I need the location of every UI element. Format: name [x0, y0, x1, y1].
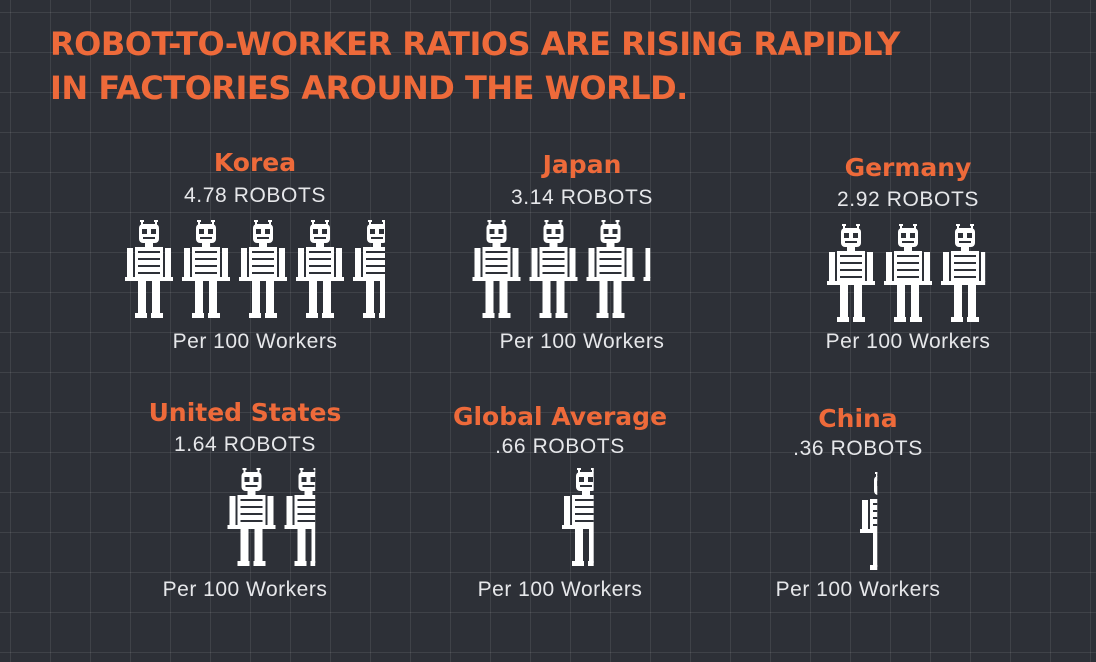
per-100-workers-caption: Per 100 Workers	[162, 578, 328, 601]
robot-icon	[125, 220, 173, 318]
robot-count-label: 1.64 ROBOTS	[174, 433, 316, 456]
robot-icon	[227, 468, 276, 566]
panel-korea: Korea 4.78 ROBOTS Per 100 Workers	[125, 145, 385, 365]
country-label: Global Average	[452, 402, 668, 431]
robot-count-label: .36 ROBOTS	[793, 437, 923, 460]
panel-united-states: United States 1.64 ROBOTS Per 100 Worker…	[115, 395, 375, 615]
country-label: China	[818, 404, 898, 433]
robot-icon	[884, 224, 932, 322]
robot-count-label: 3.14 ROBOTS	[511, 186, 653, 209]
robot-pictogram	[827, 224, 986, 322]
robot-icon	[586, 220, 635, 318]
per-100-workers-caption: Per 100 Workers	[825, 330, 991, 353]
robot-count-label: .66 ROBOTS	[495, 435, 625, 458]
title-line-2: IN FACTORIES AROUND THE WORLD.	[50, 69, 688, 107]
robot-icon	[284, 468, 316, 566]
panel-global-average: Global Average .66 ROBOTS Per 100 Worker…	[430, 395, 690, 615]
panel-china: China .36 ROBOTS Per 100 Workers	[728, 395, 988, 615]
robot-icon	[529, 220, 578, 318]
robot-icon	[562, 468, 594, 566]
robot-icon	[472, 220, 521, 318]
country-label: United States	[148, 398, 342, 427]
country-label: Japan	[542, 150, 622, 179]
panel-japan: Japan 3.14 ROBOTS Per 100 Workers	[452, 145, 712, 365]
robot-icon	[827, 224, 875, 322]
robot-icon	[182, 220, 230, 318]
robot-count-label: 2.92 ROBOTS	[837, 188, 979, 211]
robot-pictogram	[125, 220, 385, 318]
robot-icon	[860, 472, 878, 570]
per-100-workers-caption: Per 100 Workers	[499, 330, 665, 353]
robot-pictogram	[472, 220, 651, 318]
robot-icon	[353, 220, 385, 318]
robot-pictogram	[562, 468, 594, 566]
per-100-workers-caption: Per 100 Workers	[172, 330, 338, 353]
per-100-workers-caption: Per 100 Workers	[477, 578, 643, 601]
robot-icon	[643, 220, 651, 318]
robot-pictogram	[860, 472, 878, 570]
per-100-workers-caption: Per 100 Workers	[775, 578, 941, 601]
page-title: ROBOT-TO-WORKER RATIOS ARE RISING RAPIDL…	[50, 22, 1050, 110]
country-label: Korea	[213, 148, 297, 177]
panel-germany: Germany 2.92 ROBOTS Per 100 Workers	[778, 145, 1038, 365]
robot-icon	[296, 220, 344, 318]
title-line-1: ROBOT-TO-WORKER RATIOS ARE RISING RAPIDL…	[50, 25, 900, 63]
robot-count-label: 4.78 ROBOTS	[184, 184, 326, 207]
robot-pictogram	[227, 468, 316, 566]
robot-icon	[239, 220, 287, 318]
country-label: Germany	[844, 153, 972, 182]
robot-icon	[941, 224, 986, 322]
